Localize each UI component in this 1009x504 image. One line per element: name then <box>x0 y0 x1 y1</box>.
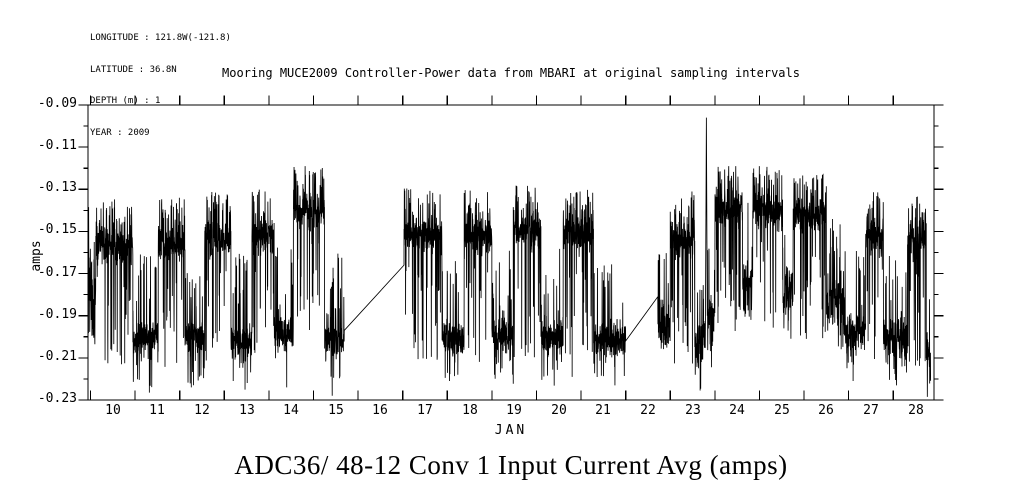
metadata-block: LONGITUDE : 121.8W(-121.8) LATITUDE : 36… <box>90 12 231 159</box>
metadata-year: YEAR : 2009 <box>90 127 150 138</box>
x-tick-label: 14 <box>283 403 299 418</box>
x-tick-label: 24 <box>729 403 745 418</box>
metadata-latitude: LATITUDE : 36.8N <box>90 64 177 75</box>
y-tick-label: -0.09 <box>37 96 77 111</box>
metadata-longitude: LONGITUDE : 121.8W(-121.8) <box>90 33 231 43</box>
x-tick-label: 13 <box>239 403 255 418</box>
x-tick-label: 10 <box>105 403 121 418</box>
x-tick-label: 22 <box>640 403 656 418</box>
x-tick-label: 28 <box>908 403 924 418</box>
x-tick-label: 23 <box>685 403 701 418</box>
chart-title: Mooring MUCE2009 Controller-Power data f… <box>222 66 800 80</box>
x-axis-label: JAN <box>494 423 528 438</box>
y-tick-label: -0.19 <box>37 307 77 322</box>
y-tick-label: -0.11 <box>37 138 77 153</box>
metadata-depth: DEPTH (m) : 1 <box>90 96 161 106</box>
x-tick-label: 12 <box>194 403 210 418</box>
x-tick-label: 21 <box>595 403 611 418</box>
x-tick-label: 16 <box>372 403 388 418</box>
x-tick-label: 27 <box>863 403 879 418</box>
y-tick-label: -0.21 <box>37 349 77 364</box>
y-tick-label: -0.13 <box>37 180 77 195</box>
y-axis-label: amps <box>29 240 44 272</box>
x-tick-label: 20 <box>551 403 567 418</box>
data-line <box>87 117 932 397</box>
y-tick-label: -0.17 <box>37 265 77 280</box>
y-tick-label: -0.23 <box>37 391 77 406</box>
x-tick-label: 15 <box>328 403 344 418</box>
x-tick-label: 19 <box>506 403 522 418</box>
x-tick-label: 25 <box>774 403 790 418</box>
x-tick-label: 18 <box>462 403 478 418</box>
bottom-title: ADC36/ 48-12 Conv 1 Input Current Avg (a… <box>234 450 788 480</box>
x-tick-label: 17 <box>417 403 433 418</box>
y-tick-label: -0.15 <box>37 222 77 237</box>
x-tick-label: 11 <box>149 403 165 418</box>
x-tick-label: 26 <box>818 403 834 418</box>
